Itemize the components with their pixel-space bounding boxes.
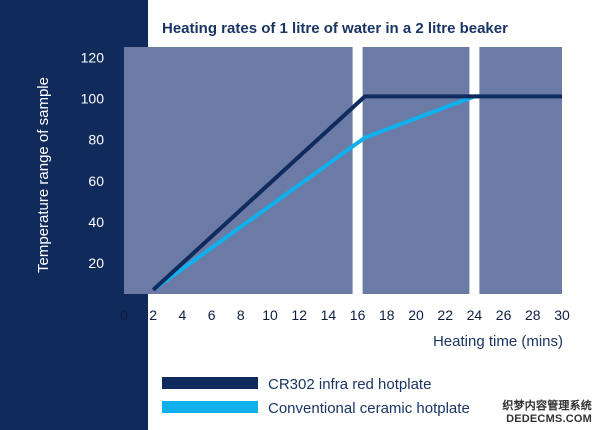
x-tick-label: 0 (120, 307, 128, 323)
y-axis-label: Temperature range of sample (35, 77, 52, 273)
x-tick-label: 14 (321, 307, 337, 323)
x-tick-label: 30 (554, 307, 570, 323)
x-tick-label: 22 (437, 307, 453, 323)
x-tick-label: 12 (291, 307, 307, 323)
watermark-line-2: DEDECMS.COM (506, 413, 592, 425)
y-axis: 20 40 60 80 100 120 (81, 49, 105, 271)
watermark: 织梦内容管理系统 DEDECMS.COM (502, 400, 592, 426)
x-tick-label: 24 (467, 307, 483, 323)
legend-swatch (162, 377, 258, 389)
x-tick-label: 26 (496, 307, 512, 323)
x-tick-label: 28 (525, 307, 541, 323)
legend-swatch (162, 401, 258, 413)
chart-title: Heating rates of 1 litre of water in a 2… (162, 20, 508, 37)
y-tick-label: 40 (88, 214, 104, 230)
y-tick-label: 80 (88, 132, 104, 148)
x-tick-label: 2 (149, 307, 157, 323)
y-tick-label: 20 (88, 255, 104, 271)
series-line (151, 94, 562, 292)
plot-lines (151, 94, 562, 292)
sidebar-band (0, 0, 148, 430)
legend-label: CR302 infra red hotplate (268, 376, 431, 393)
plot-panel-2 (362, 47, 470, 294)
y-tick-label: 120 (81, 49, 105, 65)
y-tick-label: 60 (88, 173, 104, 189)
x-axis-label: Heating time (mins) (433, 333, 563, 350)
x-tick-label: 6 (208, 307, 216, 323)
x-tick-label: 18 (379, 307, 395, 323)
x-axis: 0 2 4 6 8 10 12 14 16 18 20 22 24 26 28 30 (120, 307, 570, 323)
legend-label: Conventional ceramic hotplate (268, 400, 470, 417)
plot-panel-1 (124, 47, 353, 294)
plot-panel-3 (479, 47, 562, 294)
x-tick-label: 20 (408, 307, 424, 323)
legend: CR302 infra red hotplate Conventional cer… (162, 376, 470, 417)
x-tick-label: 8 (237, 307, 245, 323)
x-tick-label: 16 (350, 307, 366, 323)
x-tick-label: 4 (179, 307, 187, 323)
plot-panels (124, 47, 562, 294)
y-tick-label: 100 (81, 90, 105, 106)
x-tick-label: 10 (262, 307, 278, 323)
watermark-line-1: 织梦内容管理系统 (502, 400, 592, 412)
